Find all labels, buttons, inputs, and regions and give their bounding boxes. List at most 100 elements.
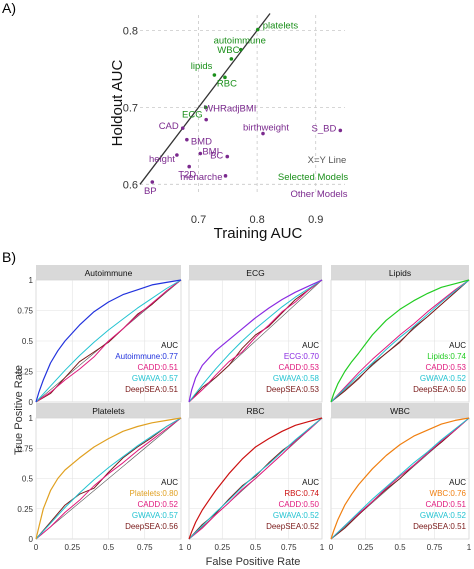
facet-strip: [331, 265, 469, 280]
point-label: CAD: [159, 121, 179, 132]
y-tick-label: 0.6: [123, 179, 138, 191]
x-tick-label: 0.25: [64, 543, 80, 552]
roc-facet-grid: Autoimmune AUC Autoimmune:0.77 CADD:0.51 GWA…: [13, 265, 472, 568]
roc-curve-model: [35, 417, 182, 540]
point-label: menarche: [180, 172, 222, 183]
y-tick-label: 0.8: [123, 25, 138, 37]
facet-title: Autoimmune: [85, 268, 133, 278]
y-axis-title: Holdout AUC: [109, 59, 126, 146]
roc-curve-model: [330, 279, 470, 403]
roc-curve-model: [188, 279, 323, 403]
roc-curve-model: [330, 417, 470, 540]
point-label: WBC: [217, 45, 239, 56]
roc-curve-gwava: [330, 417, 470, 540]
roc-curve-deepsea: [35, 279, 182, 403]
y-tick-label: 0.25: [17, 505, 33, 514]
data-point: [223, 75, 227, 80]
legend-entry: Lipids:0.74: [427, 352, 466, 361]
x-tick-label: 0.75: [137, 543, 153, 552]
point-label: T2D: [178, 170, 196, 181]
legend-title: AUC: [449, 341, 466, 350]
data-point: [180, 126, 185, 130]
legend-entry: CADD:0.52: [138, 500, 179, 509]
x-tick-label: 0: [187, 543, 192, 552]
legend-entry: DeepSEA:0.51: [413, 522, 466, 531]
point-label: birthweight: [243, 123, 289, 134]
x-tick-label: 0.5: [103, 543, 115, 552]
y-tick-label: 0.75: [17, 444, 33, 453]
data-point: [203, 105, 208, 110]
roc-curve-gwava: [35, 279, 182, 403]
data-point: [225, 154, 230, 159]
point-label: autoimmune: [214, 36, 266, 47]
y-tick-label: 0.5: [22, 475, 34, 484]
roc-panel-rbc: RBC AUC RBC:0.74 CADD:0.50 GWAVA:0.52 DeepSEA…: [187, 403, 325, 552]
y-axis-title: True Positive Rate: [13, 365, 25, 455]
y-tick-label: 1: [29, 276, 34, 285]
legend-title: AUC: [161, 478, 178, 487]
point-label: ECG: [182, 109, 203, 120]
legend-entry: ECG:0.70: [284, 352, 320, 361]
x-tick-label: 0: [34, 543, 39, 552]
roc-curve-gwava: [330, 279, 470, 403]
legend-entry: CADD:0.53: [426, 363, 467, 372]
roc-panel-platelets: Platelets AUC Platelets:0.80 CADD:0.52 GWAVA…: [17, 403, 184, 552]
legend-entry: CADD:0.51: [138, 363, 179, 372]
y-tick-label: 1: [29, 414, 34, 423]
x-tick-label: 0.9: [308, 214, 323, 226]
x-tick-label: 1: [320, 543, 325, 552]
legend-entry: DeepSEA:0.53: [266, 385, 319, 394]
point-label: lipids: [191, 61, 213, 72]
panel-a-label: A): [2, 0, 16, 16]
point-label: WHRadjBMI: [204, 104, 256, 115]
legend-title: AUC: [302, 478, 319, 487]
x-tick-label: 0.25: [358, 543, 374, 552]
legend-entry: DeepSEA:0.51: [125, 385, 178, 394]
data-point: [185, 137, 189, 142]
point-label: BC: [210, 151, 223, 162]
facet-title: Platelets: [92, 406, 125, 416]
data-point: [261, 131, 265, 136]
legend-entry: CADD:0.53: [279, 363, 320, 372]
data-point: [187, 164, 191, 169]
data-point: [212, 73, 217, 77]
data-point: [255, 27, 260, 32]
roc-curve-cadd: [35, 279, 182, 403]
roc-panel-lipids: Lipids AUC Lipids:0.74 CADD:0.53 GWAVA:0.52 D…: [330, 265, 470, 403]
data-point: [223, 174, 228, 178]
panel-b-label: B): [2, 249, 16, 265]
data-point: [229, 57, 234, 61]
x-tick-label: 0: [329, 543, 334, 552]
point-label: BMI: [202, 147, 219, 158]
roc-panel-wbc: WBC AUC WBC:0.76 CADD:0.51 GWAVA:0.52 DeepSEA…: [329, 403, 472, 552]
x-tick-label: 0.7: [191, 214, 206, 226]
facet-strip: [36, 265, 181, 280]
x-axis-title: Training AUC: [214, 225, 303, 242]
roc-curve-deepsea: [330, 417, 470, 540]
legend-entry: DeepSEA:0.50: [413, 385, 466, 394]
roc-curve-deepsea: [35, 417, 182, 540]
data-point: [338, 128, 343, 133]
y-tick-label: 0.75: [17, 307, 33, 316]
x-tick-label: 0.8: [249, 214, 264, 226]
facet-strip: [189, 265, 322, 280]
legend-entry: DeepSEA:0.56: [125, 522, 178, 531]
y-tick-label: 0.5: [22, 337, 34, 346]
legend-other-models: Other Models: [290, 189, 347, 200]
legend-entry: CADD:0.51: [426, 500, 467, 509]
legend-entry: CADD:0.50: [279, 500, 320, 509]
scatter-plot: 0.7 0.8 0.9 0.6 0.7 0.8 platelets autoimmuneWBC…: [109, 13, 348, 242]
y-tick-label: 0: [29, 398, 34, 407]
facet-title: ECG: [246, 268, 264, 278]
roc-curve-deepsea: [330, 279, 470, 403]
facet-title: RBC: [247, 406, 265, 416]
facet-title: WBC: [390, 406, 410, 416]
x-axis-title: False Positive Rate: [206, 556, 301, 568]
legend-entry: GWAVA:0.57: [132, 511, 179, 520]
chance-line: [188, 279, 323, 403]
roc-panel-autoimmune: Autoimmune AUC Autoimmune:0.77 CADD:0.51 GWA…: [17, 265, 182, 407]
roc-curve-cadd: [35, 417, 182, 540]
roc-curve-cadd: [188, 417, 323, 540]
roc-curve-model: [35, 279, 182, 403]
